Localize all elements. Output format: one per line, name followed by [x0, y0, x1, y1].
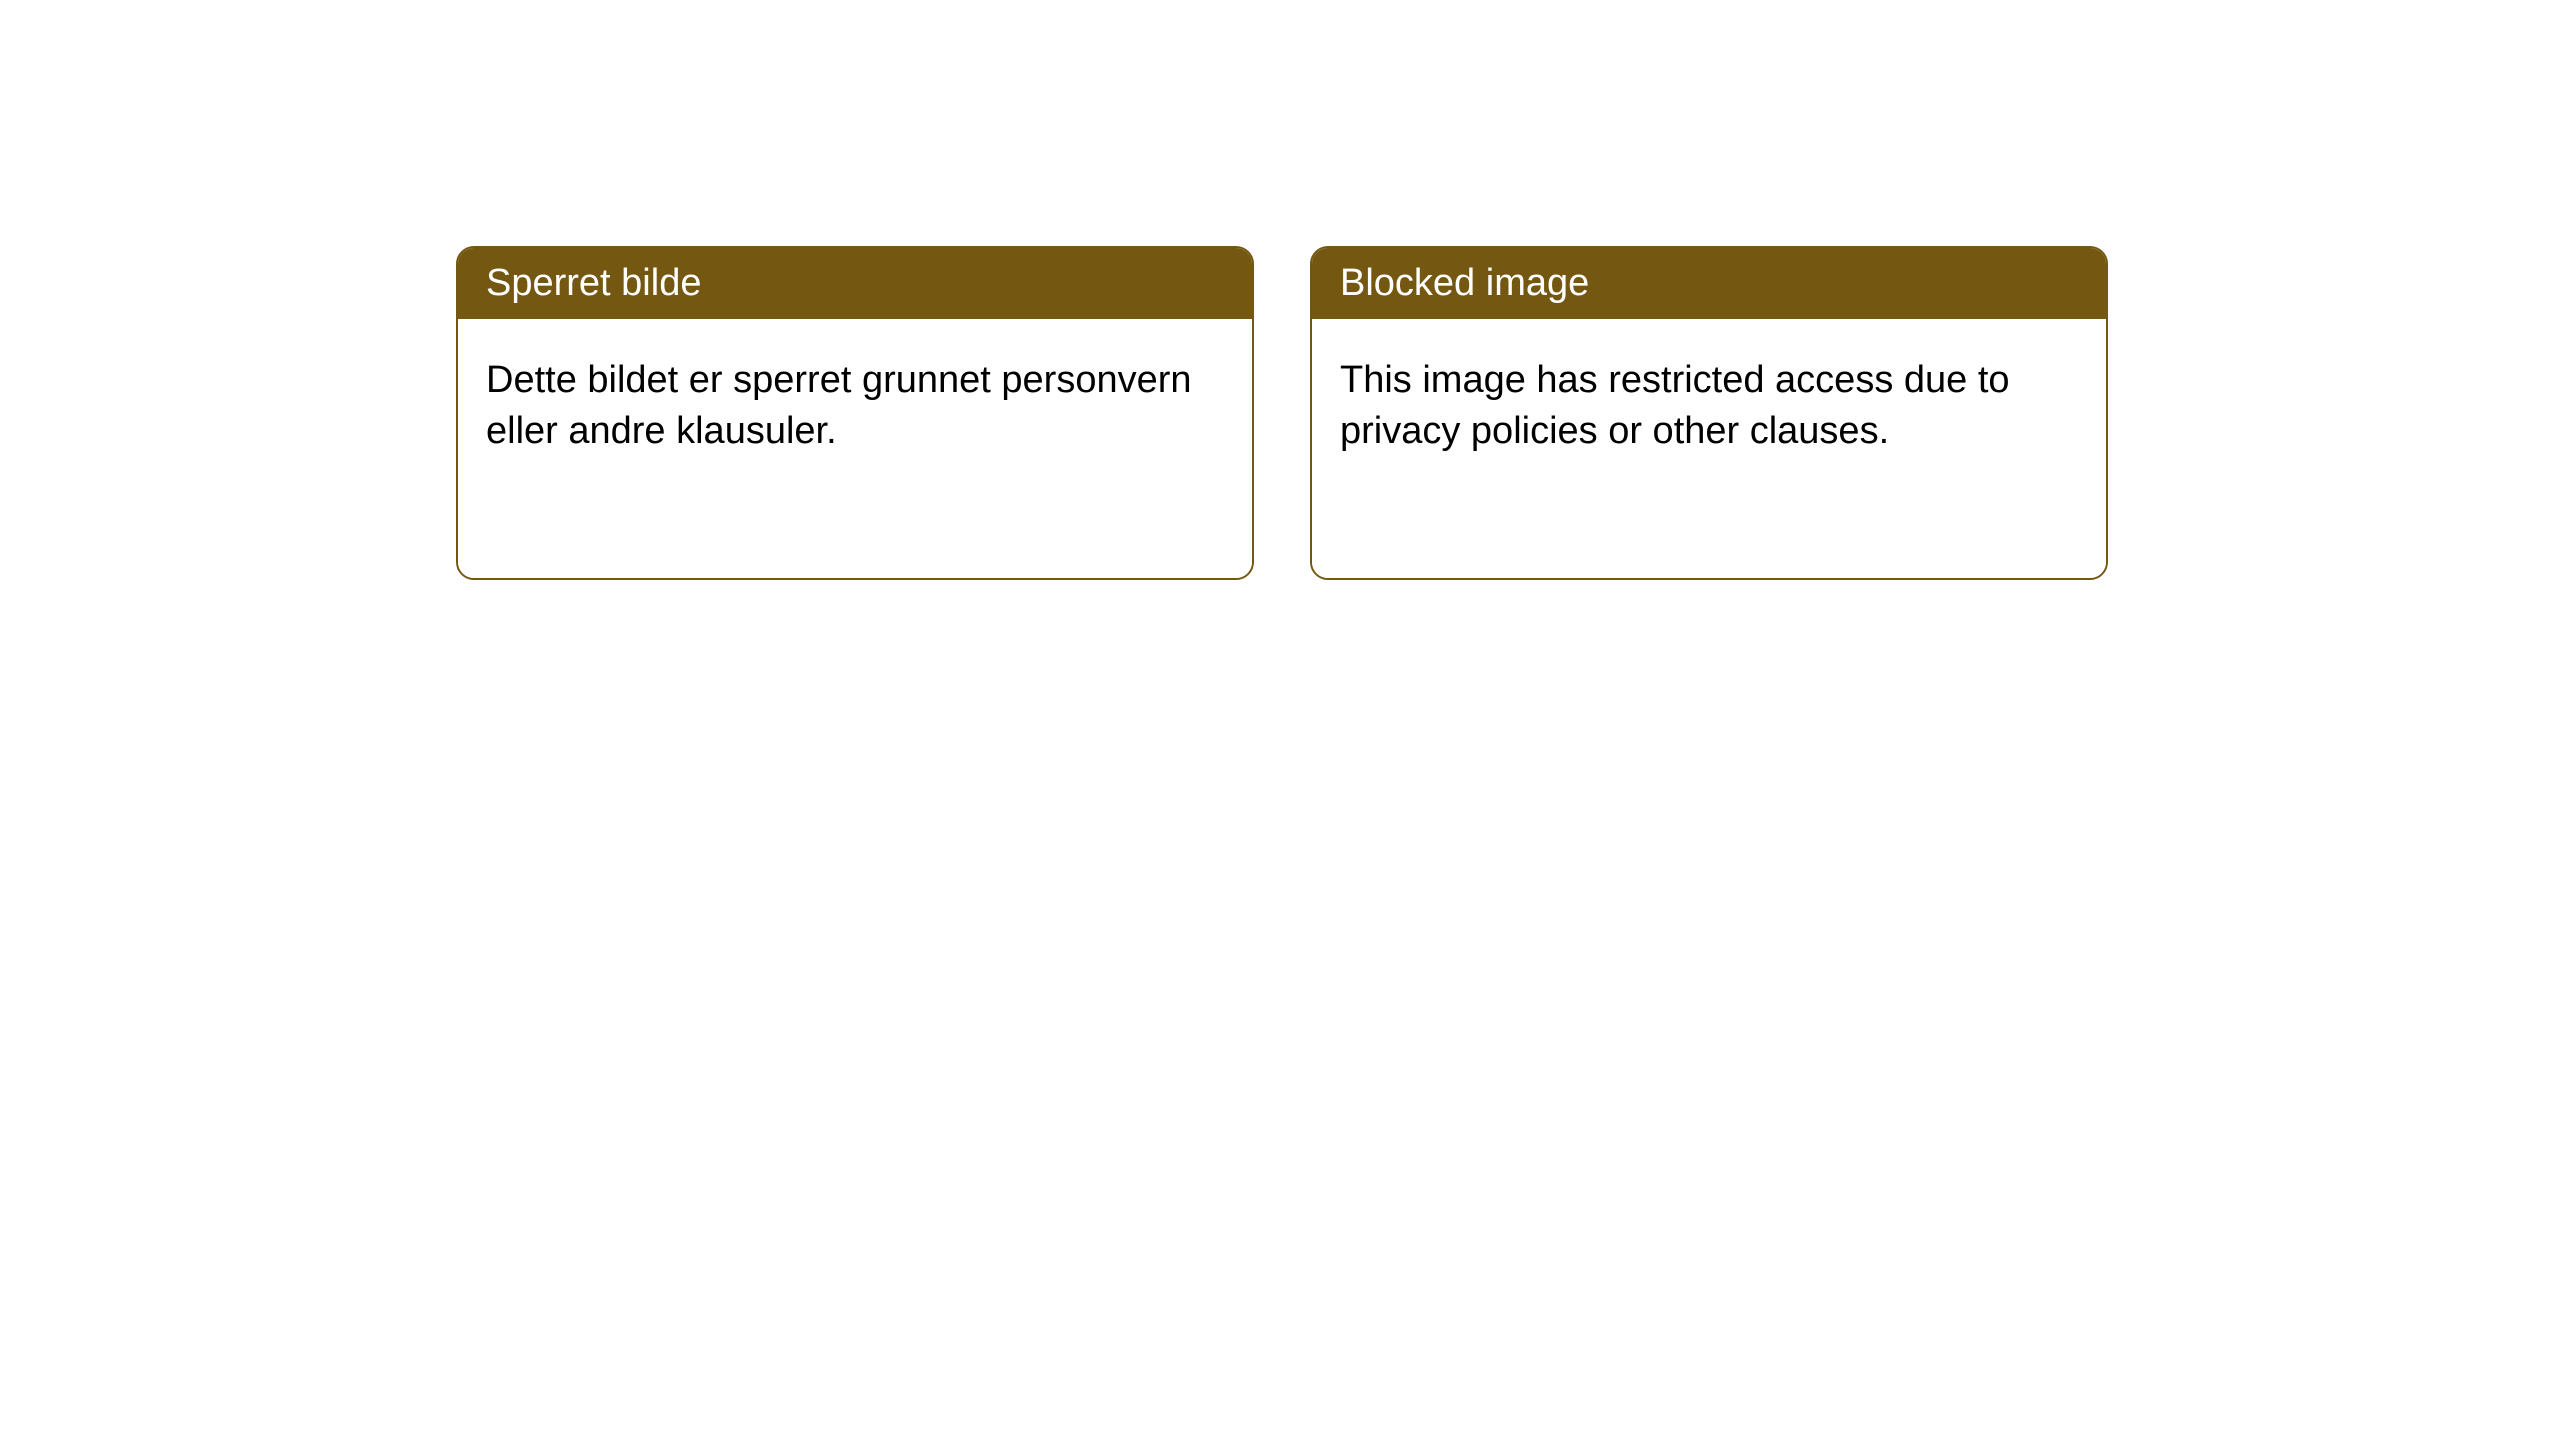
card-body-text: This image has restricted access due to … — [1340, 359, 2010, 452]
card-body: Dette bildet er sperret grunnet personve… — [458, 319, 1252, 578]
card-title: Sperret bilde — [486, 262, 701, 304]
card-header: Blocked image — [1312, 248, 2106, 319]
card-body: This image has restricted access due to … — [1312, 319, 2106, 578]
card-body-text: Dette bildet er sperret grunnet personve… — [486, 359, 1192, 452]
blocked-image-notices: Sperret bilde Dette bildet er sperret gr… — [456, 246, 2108, 580]
blocked-image-card-no: Sperret bilde Dette bildet er sperret gr… — [456, 246, 1254, 580]
blocked-image-card-en: Blocked image This image has restricted … — [1310, 246, 2108, 580]
card-header: Sperret bilde — [458, 248, 1252, 319]
card-title: Blocked image — [1340, 262, 1589, 304]
